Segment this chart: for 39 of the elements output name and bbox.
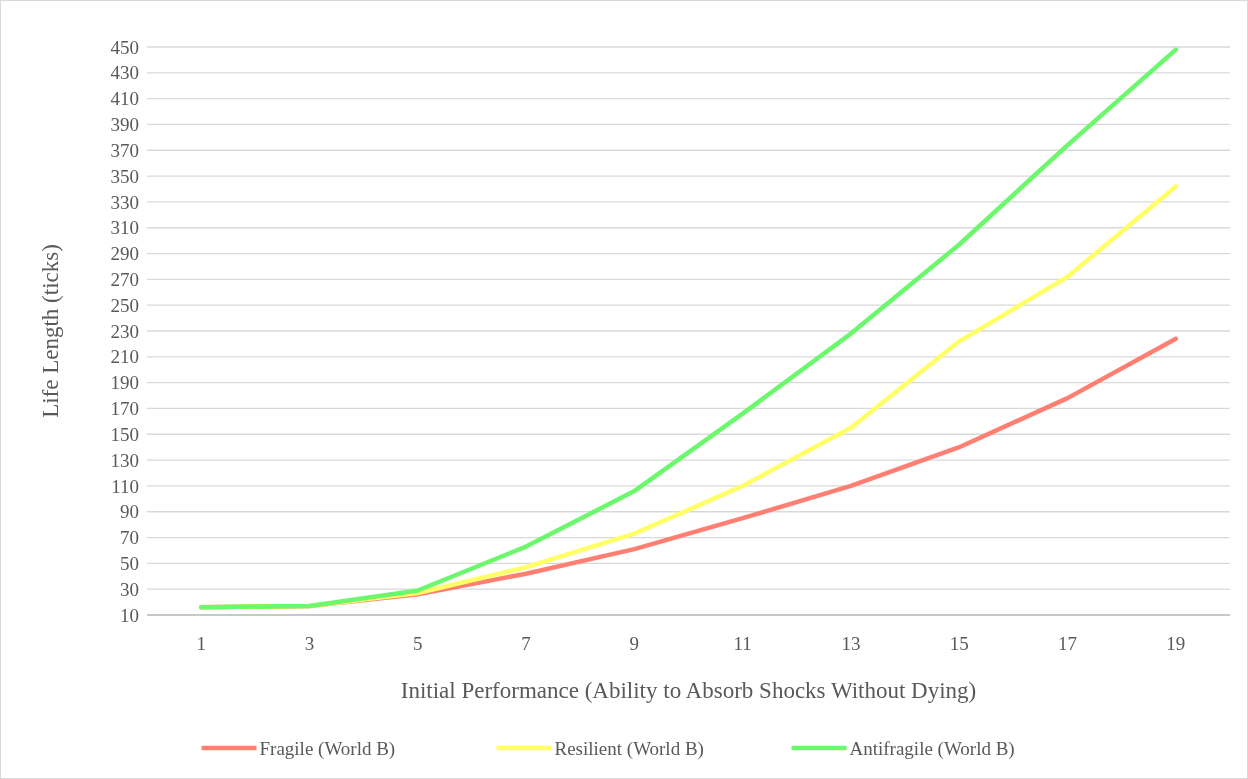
y-tick-label: 350 [110,165,139,187]
x-tick-label: 19 [1166,633,1186,654]
x-tick-label: 3 [304,633,315,654]
legend-label: Antifragile (World B) [849,737,1015,760]
y-tick-label: 110 [111,475,139,497]
y-tick-label: 450 [110,36,139,58]
y-tick-label: 130 [110,449,139,471]
y-tick-label: 150 [110,423,139,445]
x-tick-label: 17 [1058,633,1078,654]
y-tick-label: 390 [110,114,139,136]
legend-label: Resilient (World B) [554,737,704,760]
y-tick-label: 70 [120,527,139,549]
y-axis-title: Life Length (ticks) [38,244,63,418]
x-tick-label: 7 [521,633,531,654]
y-tick-label: 230 [110,320,139,342]
x-tick-label: 15 [949,633,969,654]
y-tick-label: 90 [120,501,139,523]
x-tick-label: 1 [196,633,206,654]
legend-label: Fragile (World B) [259,737,396,760]
line-series [198,47,1179,610]
x-tick-label: 13 [841,633,861,654]
y-tick-label: 330 [110,191,139,213]
x-tick-label: 11 [733,633,752,654]
y-tick-label: 370 [110,139,139,161]
y-tick-label: 250 [110,294,139,316]
x-tick-label: 5 [413,633,423,654]
y-tick-label: 310 [110,217,139,239]
y-tick-label: 50 [120,553,139,575]
y-tick-label: 210 [110,346,139,368]
y-tick-label: 410 [110,88,139,110]
x-tick-label: 9 [629,633,640,654]
y-tick-label: 190 [110,372,139,394]
y-tick-label: 430 [110,62,139,84]
y-tick-label: 170 [110,398,139,420]
y-tick-label: 10 [120,604,139,626]
x-axis-title: Initial Performance (Ability to Absorb Shocks Without Dying) [400,678,977,703]
y-tick-label: 30 [120,578,139,600]
y-tick-label: 270 [110,269,139,291]
y-tick-label: 290 [110,243,139,265]
